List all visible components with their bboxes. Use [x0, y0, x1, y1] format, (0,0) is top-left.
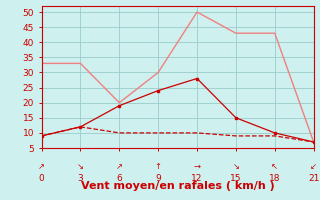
Text: ↙: ↙: [310, 162, 317, 171]
X-axis label: Vent moyen/en rafales ( km/h ): Vent moyen/en rafales ( km/h ): [81, 181, 275, 191]
Text: ↗: ↗: [116, 162, 123, 171]
Text: 12: 12: [191, 174, 203, 183]
Text: ↗: ↗: [38, 162, 45, 171]
Text: 6: 6: [116, 174, 122, 183]
Text: 9: 9: [155, 174, 161, 183]
Text: ↑: ↑: [155, 162, 162, 171]
Text: ↘: ↘: [232, 162, 239, 171]
Text: 18: 18: [269, 174, 281, 183]
Text: 0: 0: [39, 174, 44, 183]
Text: 3: 3: [77, 174, 83, 183]
Text: 21: 21: [308, 174, 319, 183]
Text: ↖: ↖: [271, 162, 278, 171]
Text: ↘: ↘: [77, 162, 84, 171]
Text: 15: 15: [230, 174, 242, 183]
Text: →: →: [194, 162, 201, 171]
